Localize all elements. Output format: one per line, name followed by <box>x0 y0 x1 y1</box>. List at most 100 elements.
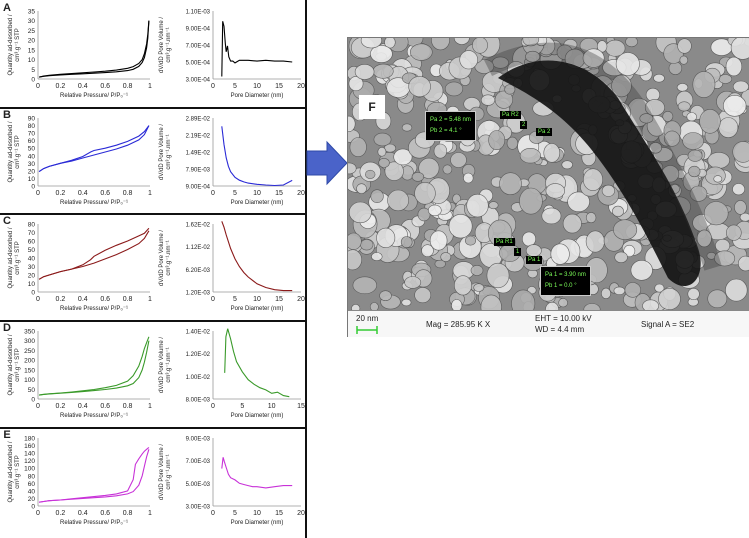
sem-grain <box>725 56 743 77</box>
y-tick-label: 1.62E-02 <box>186 223 211 229</box>
sem-grain <box>732 141 749 163</box>
y-tick-label: 70 <box>28 230 36 237</box>
sem-grain <box>688 165 701 178</box>
sem-grain <box>718 117 739 139</box>
y-tick-label: 7.00E-04 <box>186 44 211 50</box>
sem-grain <box>723 95 747 117</box>
x-tick-label: 20 <box>297 83 305 90</box>
sem-grain <box>404 276 422 289</box>
panel-label-C: C <box>3 215 11 227</box>
sem-grain <box>686 112 697 122</box>
y-axis-title-units: cm³.g⁻¹ STP <box>15 455 21 489</box>
sem-grain <box>348 201 372 224</box>
panel-label-D: D <box>3 322 11 334</box>
signal-readout: Signal A = SE2 <box>641 320 695 329</box>
sem-grain <box>354 64 375 80</box>
y-tick-label: 2.19E-02 <box>186 134 211 140</box>
x-tick-label: 5 <box>233 296 237 303</box>
series-line-adsorption <box>39 340 150 396</box>
sem-grain <box>371 252 383 261</box>
x-tick-label: 0 <box>36 510 40 517</box>
sem-grain <box>365 169 376 179</box>
sem-grain <box>453 38 470 45</box>
series-line-adsorption <box>38 230 150 280</box>
x-axis-title: Relative Pressure/ P/P₀⁻¹ <box>60 93 128 99</box>
sem-grain <box>352 276 377 295</box>
sem-grain <box>522 231 537 247</box>
y-tick-label: 140 <box>24 451 35 458</box>
y-tick-label: 25 <box>28 28 36 35</box>
sem-grain <box>703 201 729 226</box>
y-axis-title-units: cm³.g⁻¹.nm⁻¹ <box>166 240 172 275</box>
y-axis-title: dV/dD Pore Volume / <box>159 444 165 500</box>
x-tick-label: 0.6 <box>100 190 110 197</box>
measurement-box-2: Pa 2 = 5.48 nm Pb 2 = 4.1 ° <box>425 111 476 141</box>
sem-grain <box>410 43 433 61</box>
sem-grain <box>738 255 749 272</box>
x-tick-label: 0.4 <box>78 510 88 517</box>
series-line-adsorption <box>221 221 293 292</box>
sem-grain <box>585 230 605 253</box>
x-tick-label: 1 <box>148 83 152 90</box>
sem-grain <box>360 38 382 49</box>
x-tick-label: 5 <box>233 510 237 517</box>
sem-grain <box>349 137 367 158</box>
sem-grain <box>348 76 364 92</box>
sem-grain <box>585 212 597 224</box>
tag-2: 2 <box>520 121 528 129</box>
x-tick-label: 0.4 <box>78 83 88 90</box>
sem-grain <box>400 236 413 248</box>
sem-grain <box>504 84 516 95</box>
sem-grain <box>429 230 448 251</box>
y-axis-title: dV/dD Pore Volume / <box>159 124 165 180</box>
y-tick-label: 5 <box>31 67 35 74</box>
y-tick-label: 160 <box>24 443 35 450</box>
sem-grain <box>450 152 467 168</box>
x-tick-label: 0.2 <box>56 403 66 410</box>
sem-grain <box>614 251 628 264</box>
sem-grain <box>689 185 708 202</box>
y-tick-label: 7.00E-03 <box>186 459 211 465</box>
sem-grain <box>732 80 749 93</box>
sem-grain <box>411 172 425 182</box>
x-tick-label: 0.8 <box>123 403 133 410</box>
tag-pa-1: Pa 1 <box>526 256 543 264</box>
y-tick-label: 9.00E-04 <box>186 27 211 33</box>
y-tick-label: 20 <box>28 496 36 503</box>
x-tick-label: 0 <box>36 190 40 197</box>
x-tick-label: 10 <box>253 83 261 90</box>
panel-divider-ab <box>0 107 305 109</box>
y-tick-label: 70 <box>28 131 36 138</box>
x-axis-title: Relative Pressure/ P/P₀⁻¹ <box>60 413 128 419</box>
chart-B-psd: 0 5 10 15 20 9.00E-04 7.90E-03 1.49E-02 2.19E-02… <box>159 117 305 207</box>
y-tick-label: 1.20E-03 <box>186 291 211 297</box>
x-tick-label: 0.4 <box>78 190 88 197</box>
sem-grain <box>623 244 636 258</box>
sem-grain <box>414 287 432 304</box>
x-tick-label: 10 <box>253 190 261 197</box>
sem-grain <box>401 298 412 307</box>
sem-grain <box>662 111 674 122</box>
x-tick-label: 0.6 <box>100 510 110 517</box>
y-tick-label: 30 <box>28 18 36 25</box>
sem-grain <box>583 168 604 191</box>
y-tick-label: 9.00E-03 <box>186 437 211 443</box>
sem-grain <box>558 298 568 308</box>
y-tick-label: 80 <box>28 473 36 480</box>
y-tick-label: 2.89E-02 <box>186 117 211 123</box>
x-tick-label: 0 <box>211 83 215 90</box>
y-tick-label: 20 <box>28 38 36 45</box>
sem-grain <box>613 286 626 296</box>
sem-grain <box>377 147 387 157</box>
sem-panel-label: F <box>359 95 385 119</box>
sem-grain <box>379 290 392 302</box>
y-tick-label: 300 <box>24 338 35 345</box>
sem-grain <box>668 61 683 75</box>
sem-grain <box>561 160 573 170</box>
x-tick-label: 0 <box>36 403 40 410</box>
sem-grain <box>522 38 540 47</box>
sem-grain <box>677 101 691 112</box>
sem-grain <box>480 294 502 310</box>
